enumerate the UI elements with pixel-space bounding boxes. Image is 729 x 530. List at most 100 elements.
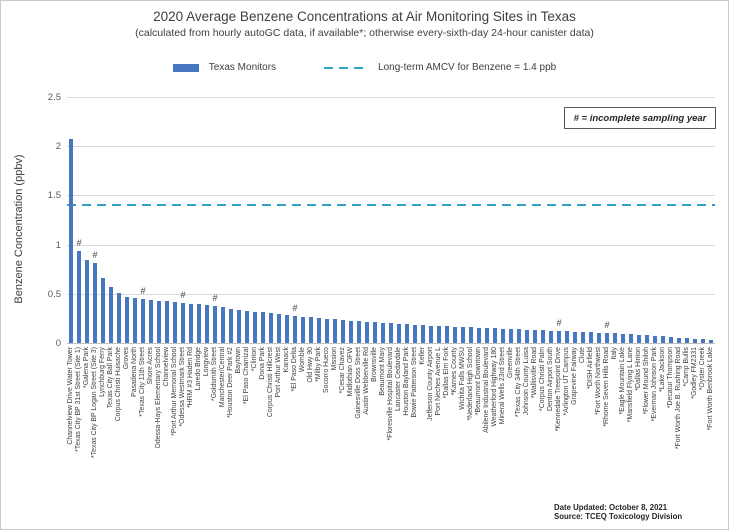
bar	[284, 315, 290, 343]
bar	[636, 335, 642, 343]
x-axis-label: Wichita Falls MWSU	[459, 347, 466, 410]
gridline	[67, 244, 715, 246]
x-axis-label: Manchester/Central	[219, 347, 226, 408]
x-axis-label: *HRM #3 Haden Rd	[187, 347, 194, 408]
x-axis-label: *Karnes County	[451, 347, 458, 396]
bar	[324, 319, 330, 343]
bar	[660, 336, 666, 343]
y-axis-tick-label: 0.5	[47, 288, 61, 300]
bar	[564, 331, 570, 343]
x-axis-label: *Everman Johnson Park	[651, 347, 658, 422]
x-axis-label: *Decatur Thompson	[667, 347, 674, 409]
legend-label-amcv: Long-term AMCV for Benzene = 1.4 ppb	[378, 62, 557, 73]
bar	[180, 302, 186, 343]
x-axis-label: Midlothian OFW	[347, 347, 354, 397]
x-axis-label: *Texas City BP 31st Street (Site 1)	[75, 347, 82, 452]
bar	[396, 324, 402, 343]
bar	[452, 327, 458, 343]
bar	[228, 308, 234, 343]
bar	[356, 321, 362, 343]
bar	[204, 304, 210, 343]
bar	[124, 296, 130, 343]
bar	[500, 329, 506, 343]
y-axis-tick-label: 1	[55, 239, 61, 251]
bar	[492, 328, 498, 343]
bar	[428, 326, 434, 343]
x-axis-label: *Fort Worth Joe B. Rushing Road	[675, 347, 682, 450]
bar	[596, 333, 602, 343]
bar	[556, 331, 562, 343]
x-axis-label: *Oyster Creek	[699, 347, 706, 391]
incomplete-marker: #	[292, 303, 298, 314]
gridline	[67, 293, 715, 295]
bar	[212, 305, 218, 343]
bar	[236, 309, 242, 343]
bar	[268, 313, 274, 343]
x-axis-label: Lancaster Cedardale	[395, 347, 402, 411]
bar	[612, 333, 618, 343]
x-axis-label: *Floresville Hospital Boulevard	[387, 347, 394, 441]
x-axis-label: Denton Airport South	[547, 347, 554, 411]
x-axis-label: *Texas City 11th Street	[139, 347, 146, 417]
bar	[580, 332, 586, 343]
bar	[188, 303, 194, 343]
gridline	[67, 146, 715, 148]
x-axis-label: Channelview Drive Water Tower	[67, 347, 74, 445]
x-axis-label: Abilene Industrial Boulevard	[483, 347, 490, 433]
bar	[252, 311, 258, 343]
bar	[260, 312, 266, 343]
incomplete-marker: #	[140, 285, 146, 296]
x-axis-label: Gainesville Doss Street	[355, 347, 362, 419]
incomplete-marker: #	[92, 250, 98, 261]
bar	[436, 326, 442, 343]
x-axis-label: *Corpus Christi Palm	[539, 347, 546, 411]
x-axis-label: Dona Park	[259, 347, 266, 380]
bar	[708, 340, 714, 343]
bar	[364, 322, 370, 343]
chart-title: 2020 Average Benzene Concentrations at A…	[153, 9, 576, 24]
bar	[420, 325, 426, 343]
x-axis-label: Odessa-Hays Elementary School	[155, 347, 162, 449]
x-axis-label: Shore Acres	[147, 347, 154, 385]
bar	[156, 300, 162, 343]
bar	[292, 316, 298, 343]
x-axis-label: Lynchburg Ferry	[99, 347, 106, 397]
x-axis-label: *Dallas Elm Fork	[443, 347, 450, 399]
x-axis-label: Baytown	[235, 347, 242, 374]
texas-monitors-swatch	[172, 63, 199, 72]
bar	[668, 337, 674, 343]
footer: Date Updated: October 8, 2021 Source: TC…	[554, 503, 682, 521]
x-axis-label: Laredo Bridge	[195, 347, 202, 391]
bar	[300, 317, 306, 343]
legend-label-texas-monitors: Texas Monitors	[208, 62, 277, 73]
bar	[468, 327, 474, 343]
x-axis-label: *Clinton	[251, 347, 258, 372]
bar	[644, 335, 650, 343]
x-axis-label: *Mansfield Flying L Lane	[627, 347, 634, 423]
incomplete-marker: #	[180, 289, 186, 300]
x-axis-label: Greenville	[507, 347, 514, 379]
x-axis-label: *Texas City BP Logan Street (Site 3)	[91, 347, 98, 458]
bar	[68, 139, 74, 343]
x-axis-label: *El Paso Delta	[291, 347, 298, 392]
x-axis-label: Clute	[579, 347, 586, 364]
x-axis-label: Beaumont Mary	[379, 347, 386, 396]
x-axis-label: Mission	[331, 347, 338, 371]
bar	[692, 339, 698, 343]
x-axis-label: *Fort Worth Benbrook Lake	[707, 347, 714, 431]
bar	[140, 298, 146, 343]
amcv-reference-line	[67, 204, 715, 207]
x-axis-label: *Port Arthur Memorial School	[171, 347, 178, 436]
bar	[372, 322, 378, 343]
bar	[572, 332, 578, 343]
bar	[676, 338, 682, 343]
bar	[532, 330, 538, 343]
x-axis-label: Jefferson County Airport	[427, 347, 434, 421]
legend: Texas Monitors Long-term AMCV for Benzen…	[1, 62, 728, 73]
bar	[404, 324, 410, 343]
bar	[620, 334, 626, 343]
bar	[700, 339, 706, 343]
bar	[92, 263, 98, 343]
x-axis-label: Old Hwy 90	[307, 347, 314, 383]
